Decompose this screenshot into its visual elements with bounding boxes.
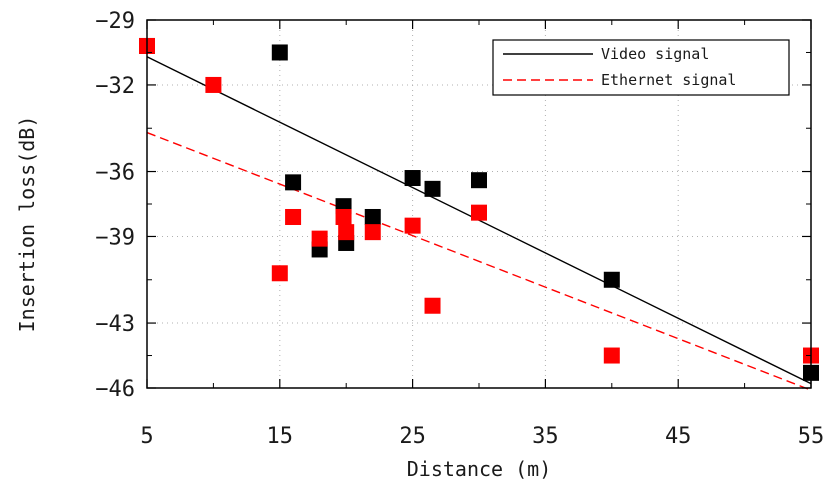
y-tick-label: −43 (95, 312, 135, 337)
data-point-series-1 (404, 170, 421, 187)
data-point-series-1 (424, 180, 441, 197)
data-point-series-2 (364, 224, 381, 241)
data-point-series-2 (603, 347, 620, 364)
data-point-series-2 (335, 208, 352, 225)
legend: Video signal Ethernet signal (492, 39, 790, 96)
x-tick-label: 15 (267, 424, 294, 449)
data-point-series-1 (271, 44, 288, 61)
data-point-series-2 (424, 297, 441, 314)
legend-label-2: Ethernet signal (601, 71, 736, 89)
x-axis-label: Distance (m) (407, 457, 552, 481)
fit-lines (146, 56, 812, 391)
data-point-series-1 (285, 174, 302, 191)
legend-label-1: Video signal (601, 45, 709, 63)
data-point-series-2 (205, 76, 222, 93)
data-point-series-2 (338, 224, 355, 241)
x-tick-label: 45 (665, 424, 692, 449)
fit-line-2 (146, 131, 812, 391)
data-point-series-2 (285, 208, 302, 225)
x-tick-label: 25 (399, 424, 426, 449)
y-tick-label: −46 (95, 377, 135, 402)
data-point-series-2 (271, 265, 288, 282)
legend-box (492, 39, 790, 96)
data-point-series-1 (364, 208, 381, 225)
x-tick-labels: 5 15 25 35 45 55 (140, 424, 824, 449)
x-tick-label: 55 (798, 424, 825, 449)
y-tick-label: −32 (95, 74, 135, 99)
x-tick-label: 5 (140, 424, 153, 449)
data-point-series-1 (471, 172, 487, 189)
grid (147, 20, 811, 388)
data-point-series-2 (404, 217, 421, 234)
data-point-series-2 (471, 204, 487, 221)
data-point-series-2 (311, 230, 328, 247)
data-point-series-1 (603, 271, 620, 288)
y-tick-label: −36 (95, 161, 135, 186)
y-tick-label: −29 (95, 9, 135, 34)
y-axis-label: Insertion loss(dB) (15, 116, 39, 333)
y-tick-labels: −29 −32 −36 −39 −43 −46 (95, 9, 135, 402)
data-points (139, 37, 819, 381)
axis-ticks (146, 19, 812, 389)
y-tick-label: −39 (95, 225, 135, 250)
x-tick-label: 35 (532, 424, 559, 449)
